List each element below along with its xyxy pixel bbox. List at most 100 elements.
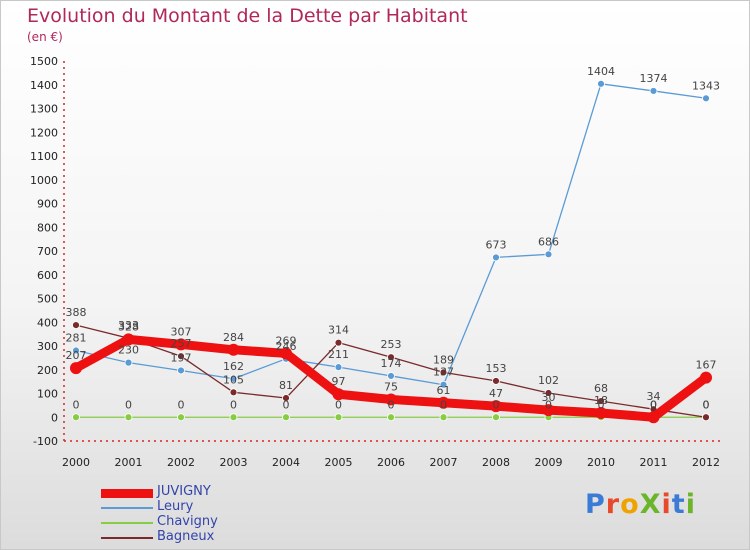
data-label: 105 <box>223 373 244 386</box>
logo-letter: o <box>620 489 640 520</box>
data-point <box>544 250 553 259</box>
data-label: 0 <box>73 398 80 411</box>
data-label: 0 <box>440 398 447 411</box>
data-point <box>124 413 133 422</box>
x-tick-label: 2011 <box>640 456 668 469</box>
data-label: 257 <box>171 337 192 350</box>
y-tick-label: 600 <box>37 269 58 282</box>
data-point <box>647 411 660 424</box>
data-label: 0 <box>388 398 395 411</box>
data-label: 0 <box>178 398 185 411</box>
chart-title: Evolution du Montant de la Dette par Hab… <box>27 5 468 27</box>
y-tick-label: 500 <box>37 293 58 306</box>
data-point <box>439 380 448 389</box>
data-label: 333 <box>118 319 139 332</box>
y-tick-label: 300 <box>37 340 58 353</box>
x-tick-label: 2009 <box>535 456 563 469</box>
data-label: 0 <box>493 398 500 411</box>
y-tick-label: 1400 <box>30 79 58 92</box>
data-label: 328 <box>118 320 139 333</box>
data-point <box>229 413 238 422</box>
data-point <box>282 413 290 422</box>
x-tick-label: 2004 <box>272 456 300 469</box>
data-label: 0 <box>335 398 342 411</box>
axes: -100010020030040050060070080090010001100… <box>30 55 721 469</box>
data-label: 207 <box>66 349 87 362</box>
legend: JUVIGNY Leury Chavigny Bagneux <box>101 484 301 545</box>
data-label: 47 <box>489 387 503 400</box>
data-point <box>385 393 397 406</box>
logo-letter: P <box>585 489 606 520</box>
data-label: 18 <box>594 394 608 407</box>
legend-swatch <box>101 537 153 539</box>
y-tick-label: 100 <box>37 388 58 401</box>
series-layer <box>70 79 712 424</box>
data-label: 388 <box>66 306 87 319</box>
data-point <box>700 371 712 384</box>
logo-letter: r <box>605 489 621 520</box>
data-point <box>490 400 502 413</box>
data-point <box>122 333 135 346</box>
data-label: 0 <box>703 398 710 411</box>
x-tick-label: 2007 <box>430 456 458 469</box>
data-label: 1374 <box>640 72 668 85</box>
data-label: 75 <box>384 380 398 393</box>
y-tick-label: 900 <box>37 198 58 211</box>
data-label: 211 <box>328 348 349 361</box>
data-point <box>702 413 710 422</box>
data-label: 137 <box>433 366 454 379</box>
x-tick-label: 2001 <box>115 456 143 469</box>
data-point <box>282 394 290 402</box>
y-tick-label: 200 <box>37 364 58 377</box>
data-label: 0 <box>703 398 710 411</box>
data-point <box>72 346 80 355</box>
data-point <box>227 343 240 356</box>
data-label: 0 <box>650 398 657 411</box>
y-tick-label: 1300 <box>30 103 58 116</box>
data-label: 281 <box>66 332 87 345</box>
y-tick-label: 800 <box>37 221 58 234</box>
data-point <box>177 352 185 361</box>
data-label: 30 <box>542 391 556 404</box>
logo-letter: i <box>685 489 696 520</box>
data-label: 253 <box>381 338 402 351</box>
data-point <box>177 413 185 422</box>
x-tick-label: 2012 <box>692 456 720 469</box>
data-label: 189 <box>433 353 454 366</box>
data-label: 0 <box>545 398 552 411</box>
y-tick-label: 1500 <box>30 55 58 68</box>
data-label: 97 <box>332 375 346 388</box>
x-tick-label: 2003 <box>220 456 248 469</box>
x-tick-label: 2010 <box>587 456 615 469</box>
x-tick-label: 2008 <box>482 456 510 469</box>
y-tick-label: 1200 <box>30 126 58 139</box>
data-point <box>72 321 80 330</box>
data-point <box>649 87 658 95</box>
data-point <box>544 389 553 397</box>
data-label: 1343 <box>692 79 720 92</box>
proxiti-logo: ProXiti <box>585 489 696 520</box>
x-tick-label: 2000 <box>62 456 90 469</box>
data-point <box>595 406 607 419</box>
data-point <box>492 377 500 385</box>
legend-item: JUVIGNY <box>101 484 301 500</box>
data-point <box>492 413 500 422</box>
data-point <box>387 413 395 422</box>
data-point <box>229 388 238 397</box>
data-point <box>387 372 395 380</box>
x-tick-label: 2005 <box>325 456 353 469</box>
data-point <box>702 94 710 103</box>
data-label: 34 <box>647 390 661 403</box>
logo-letter: i <box>661 489 672 520</box>
logo-letter: t <box>671 489 686 520</box>
chart-subtitle: (en €) <box>27 30 63 44</box>
data-point <box>72 413 80 422</box>
data-point <box>334 363 343 372</box>
data-point <box>175 338 187 351</box>
logo-letter: X <box>639 489 662 520</box>
data-label: 102 <box>538 374 559 387</box>
data-point <box>542 404 555 417</box>
data-point <box>332 388 345 401</box>
data-label: 686 <box>538 235 559 248</box>
legend-label: Chavigny <box>157 514 218 529</box>
